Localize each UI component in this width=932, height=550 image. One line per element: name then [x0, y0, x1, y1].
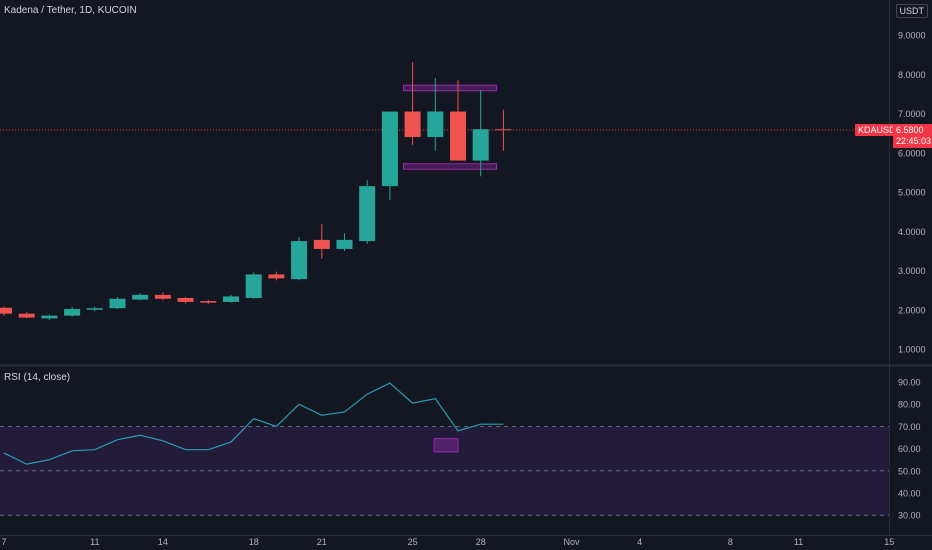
candle-body: [86, 308, 103, 310]
rsi-tick-label: 40.00: [898, 489, 921, 499]
rsi-indicator-title[interactable]: RSI (14, close): [4, 372, 71, 383]
candle-body: [64, 308, 81, 316]
rsi-tick-label: 50.00: [898, 466, 921, 476]
rsi-tick-label: 90.00: [898, 378, 921, 388]
time-tick-label: 21: [317, 537, 327, 547]
price-tick-label: 1.0000: [898, 345, 926, 355]
rsi-line: [3, 382, 504, 465]
last-price-tag: 6.5800 22:45:03: [893, 124, 932, 148]
candle-body: [18, 313, 35, 318]
support-zone: [403, 163, 498, 170]
time-tick-label: 4: [637, 537, 642, 547]
time-tick-label: 28: [476, 537, 486, 547]
rsi-band: [0, 426, 889, 516]
price-tick-label: 5.0000: [898, 188, 926, 198]
candle-body: [245, 274, 262, 298]
time-tick-label: 18: [249, 537, 259, 547]
rsi-tick-label: 80.00: [898, 400, 921, 410]
time-tick-label: 14: [158, 537, 168, 547]
candle-body: [359, 186, 376, 242]
candle-body: [154, 294, 171, 299]
time-tick-label: 8: [728, 537, 733, 547]
candle-body: [313, 239, 330, 249]
price-tick-label: 3.0000: [898, 266, 926, 276]
candle-body: [472, 129, 489, 161]
candle-body: [450, 111, 466, 161]
candle-body: [336, 239, 353, 249]
candle-body: [291, 241, 308, 280]
bar-countdown: 22:45:03: [896, 136, 932, 146]
candle-body: [200, 301, 217, 303]
price-tick-label: 6.0000: [898, 148, 926, 158]
price-tick-label: 4.0000: [898, 227, 926, 237]
price-tick-label: 7.0000: [898, 109, 926, 119]
time-tick-label: 7: [1, 537, 6, 547]
symbol-price-tag: KDAUSDT: [855, 124, 905, 136]
rsi-highlight-box: [433, 438, 459, 453]
time-tick-label: Nov: [563, 537, 580, 547]
time-tick-label: 11: [794, 537, 803, 547]
candle-body: [132, 294, 149, 300]
candle-body: [427, 111, 444, 138]
candle-body: [223, 296, 239, 302]
candle-body: [268, 274, 285, 279]
candle-body: [177, 297, 194, 302]
rsi-tick-label: 70.00: [898, 422, 921, 432]
candle-body: [41, 315, 58, 319]
candle-body: [495, 129, 512, 131]
candle-body: [0, 307, 12, 314]
price-tick-label: 9.0000: [898, 31, 926, 41]
last-price-value: 6.5800: [896, 125, 924, 135]
rsi-tick-label: 60.00: [898, 444, 921, 454]
time-tick-label: 25: [408, 537, 418, 547]
candle-body: [109, 298, 126, 309]
chart-title: Kadena / Tether, 1D, KUCOIN: [4, 5, 137, 16]
time-tick-label: 11: [90, 537, 99, 547]
candle-body: [404, 111, 421, 138]
currency-badge[interactable]: USDT: [895, 4, 928, 18]
rsi-tick-label: 30.00: [898, 511, 921, 521]
resistance-zone: [403, 84, 498, 92]
time-tick-label: 15: [884, 537, 894, 547]
candle-body: [381, 111, 398, 187]
price-tick-label: 2.0000: [898, 305, 926, 315]
price-tick-label: 8.0000: [898, 70, 926, 80]
